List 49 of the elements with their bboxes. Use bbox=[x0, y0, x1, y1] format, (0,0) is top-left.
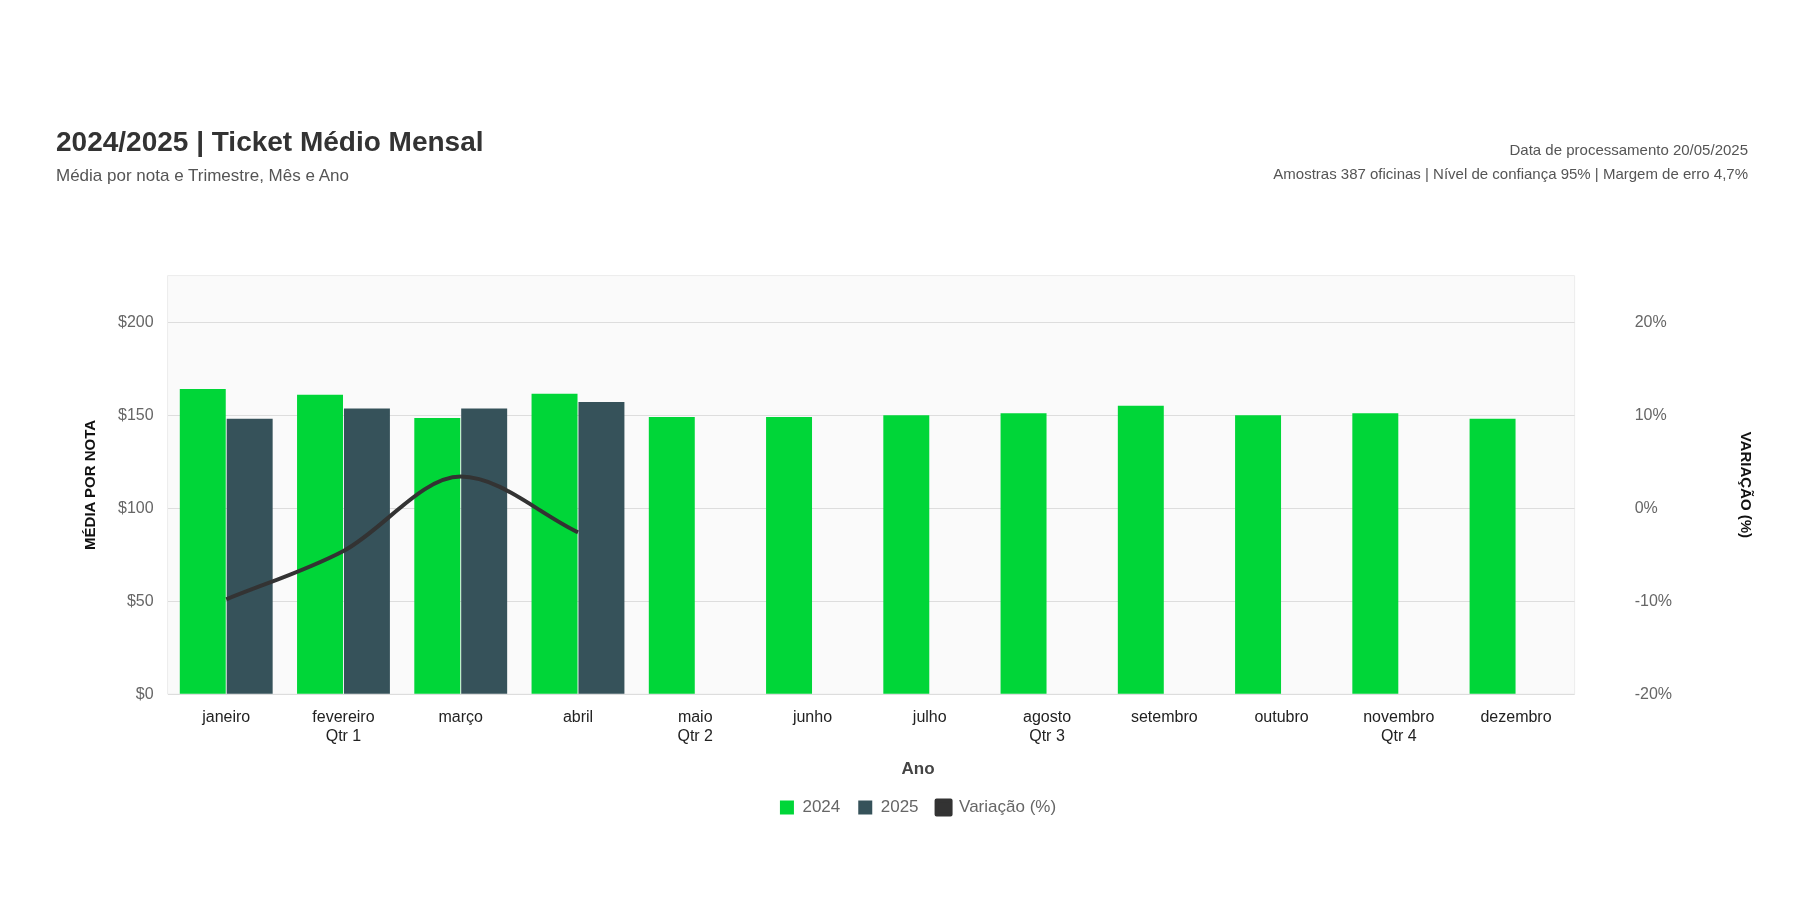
x-tick-label: março bbox=[438, 708, 484, 726]
x-tick-label: agosto Qtr 3 bbox=[1022, 708, 1072, 745]
x-tick-label: fevereiro Qtr 1 bbox=[312, 708, 375, 745]
text: Amostras 387 oficinas | Nível de confiança 95% | Margem de erro 4,7% bbox=[1273, 164, 1748, 184]
y-tick-label: $100 bbox=[118, 498, 154, 516]
y-tick-label: $200 bbox=[118, 312, 154, 330]
legend-label: Variação (%) bbox=[959, 797, 1057, 817]
chart-title: 2024/2025 | Ticket Médio Mensal bbox=[56, 126, 484, 158]
x-tick-label: junho bbox=[791, 708, 833, 726]
bar bbox=[1469, 418, 1516, 694]
x-tick-label: setembro bbox=[1130, 708, 1198, 726]
x-tick-label: novembro Qtr 4 bbox=[1363, 708, 1435, 745]
legend-title: Ano bbox=[901, 758, 935, 778]
bar bbox=[766, 416, 813, 694]
y2-tick-label: -20% bbox=[1634, 684, 1673, 702]
y-tick-label: $150 bbox=[118, 405, 154, 423]
line-series bbox=[224, 474, 580, 602]
bar bbox=[1117, 405, 1164, 694]
x-tick-label: dezembro bbox=[1480, 708, 1552, 726]
y2-tick-label: 0% bbox=[1634, 498, 1658, 516]
y2-tick-label: 20% bbox=[1634, 312, 1667, 330]
text: Data de processamento 20/05/2025 bbox=[1508, 140, 1748, 160]
y-tick-label: $50 bbox=[126, 591, 154, 609]
bar bbox=[1000, 413, 1047, 694]
x-tick-label: julho bbox=[911, 708, 947, 726]
y-tick-label: $0 bbox=[135, 684, 154, 702]
y2-axis-title: VARIAÇÃO (%) bbox=[1737, 431, 1755, 539]
bar bbox=[648, 416, 695, 694]
x-tick-label: abril bbox=[562, 708, 594, 726]
x-tick-label: maio Qtr 2 bbox=[677, 708, 714, 745]
legend-label: 2025 bbox=[880, 797, 919, 817]
x-tick-label: outubro bbox=[1254, 708, 1309, 726]
x-tick-label: janeiro bbox=[201, 708, 251, 726]
bar bbox=[226, 418, 273, 694]
legend-label: 2024 bbox=[802, 797, 841, 817]
bar bbox=[179, 389, 226, 694]
y-axis-title: MÉDIA POR NOTA bbox=[81, 419, 99, 550]
chart-subtitle: Média por nota e Trimestre, Mês e Ano bbox=[56, 166, 350, 186]
bar bbox=[343, 408, 390, 694]
y2-tick-label: 10% bbox=[1634, 405, 1667, 423]
bar bbox=[1235, 415, 1282, 694]
bar bbox=[297, 394, 344, 694]
y2-tick-label: -10% bbox=[1634, 591, 1673, 609]
bar bbox=[883, 415, 930, 694]
bar bbox=[414, 417, 461, 694]
bar bbox=[461, 408, 508, 694]
bar bbox=[1352, 413, 1399, 694]
bar bbox=[578, 402, 625, 694]
bar bbox=[531, 393, 578, 694]
